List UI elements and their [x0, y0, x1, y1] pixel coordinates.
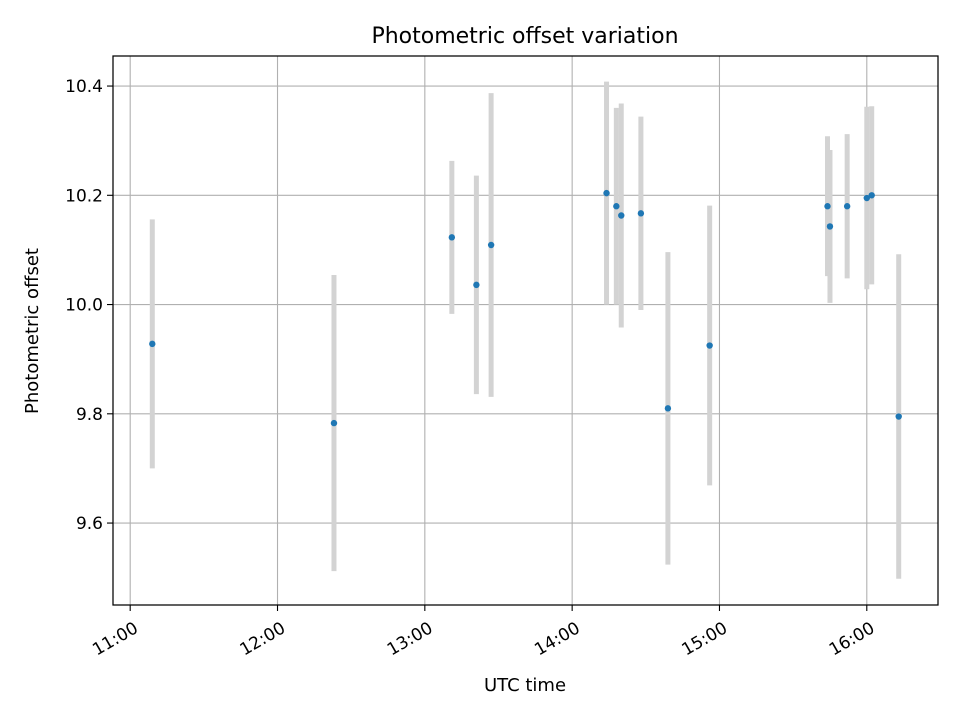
y-tick-label: 9.6	[76, 514, 103, 534]
data-points	[149, 189, 902, 427]
data-point	[706, 342, 713, 349]
y-tick-label: 10.0	[65, 296, 103, 316]
data-point	[149, 340, 156, 348]
y-tick-label: 10.2	[65, 186, 103, 206]
data-point	[448, 234, 456, 241]
data-point	[637, 210, 645, 217]
data-point	[868, 192, 875, 199]
y-tick-label: 10.4	[65, 77, 103, 97]
chart-title: Photometric offset variation	[371, 24, 678, 49]
data-point	[473, 281, 480, 289]
data-point	[895, 413, 902, 420]
x-axis-label: UTC time	[484, 675, 566, 696]
y-axis-label: Photometric offset	[22, 248, 43, 414]
plot-frame	[112, 55, 939, 606]
data-point	[613, 203, 620, 210]
data-point	[863, 194, 870, 202]
data-point	[824, 203, 831, 210]
data-point	[603, 189, 610, 197]
data-point	[826, 223, 834, 230]
data-point	[843, 203, 851, 210]
y-tick-label: 9.8	[76, 405, 103, 425]
data-point	[330, 419, 338, 427]
data-point	[618, 212, 625, 219]
data-point	[487, 241, 495, 249]
data-point	[664, 405, 672, 412]
